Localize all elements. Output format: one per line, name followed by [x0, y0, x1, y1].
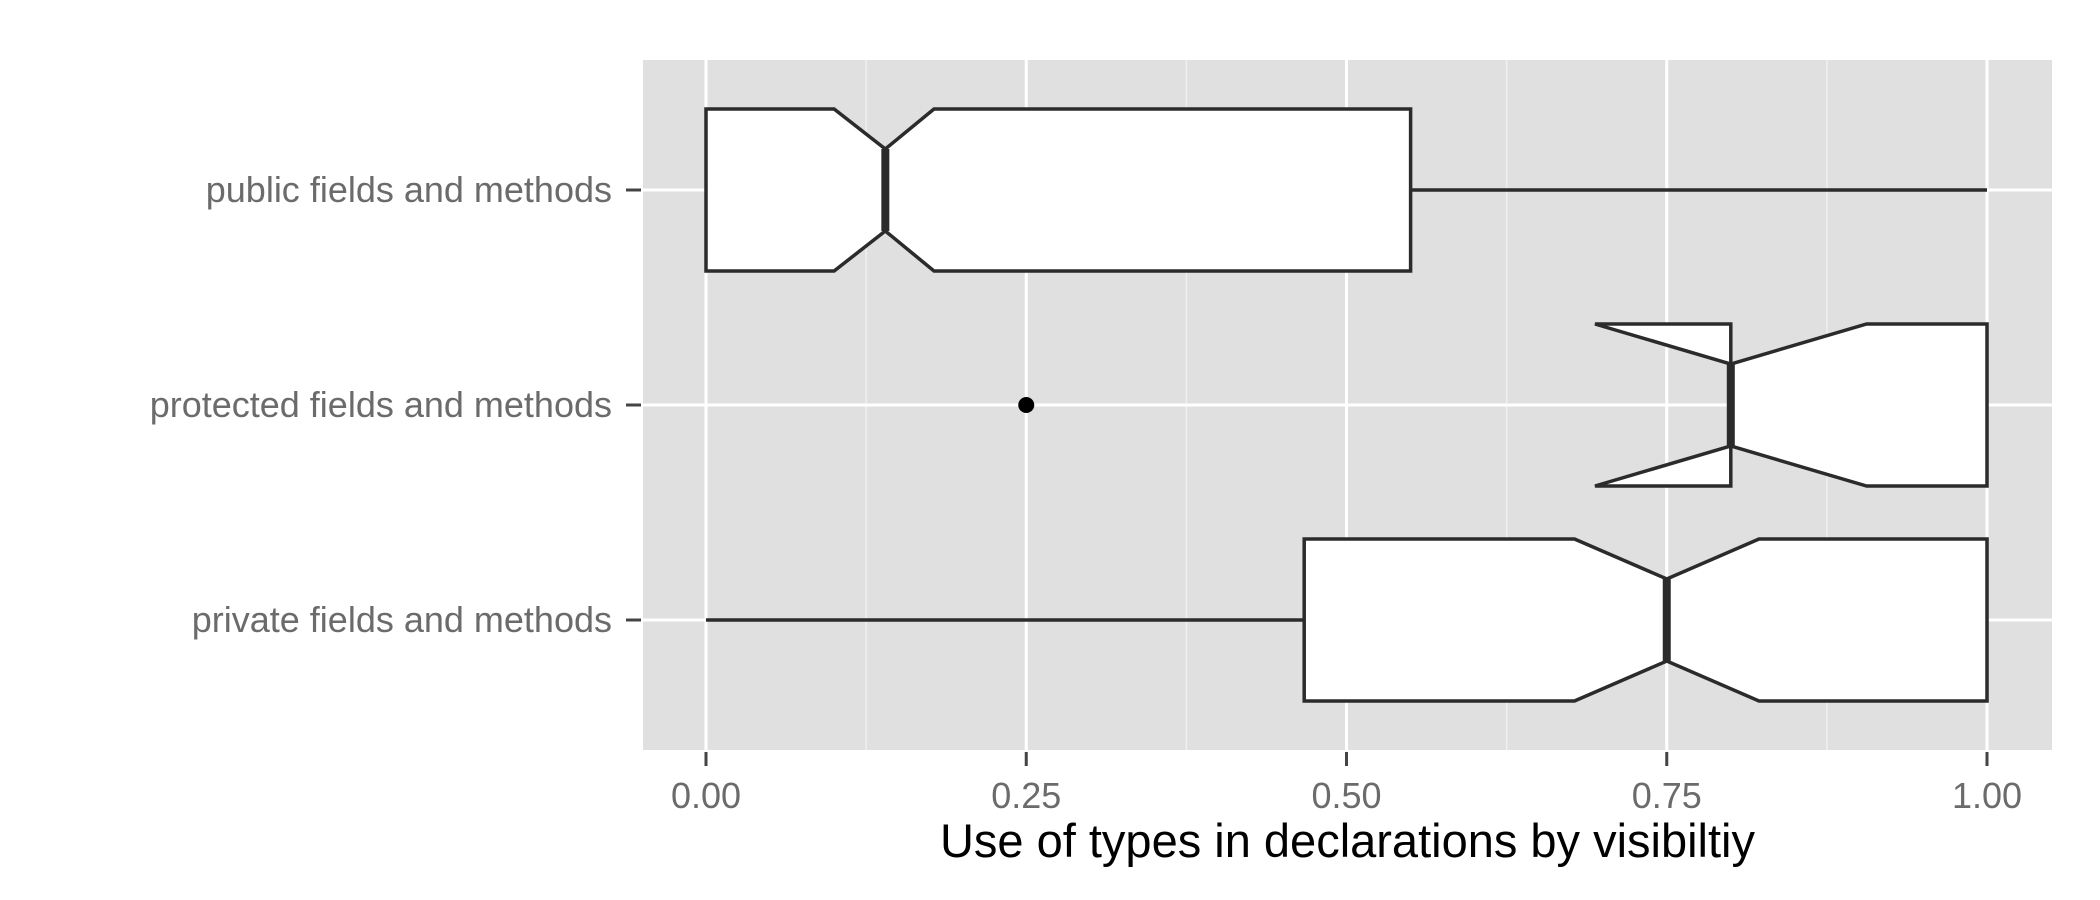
- x-tick-label: 0.50: [1311, 775, 1381, 816]
- notched-box: [704, 107, 1413, 273]
- y-tick-label: private fields and methods: [192, 599, 612, 640]
- x-axis-ticks: 0.00 0.25 0.50 0.75 1.00: [671, 752, 2022, 816]
- box-group: [1018, 322, 1989, 488]
- y-tick-label: protected fields and methods: [150, 384, 612, 425]
- x-tick-label: 0.00: [671, 775, 741, 816]
- notched-box: [1302, 537, 1989, 703]
- box-group: [704, 107, 1987, 273]
- y-tick-label: public fields and methods: [206, 169, 612, 210]
- y-axis-ticks: public fields and methods protected field…: [150, 169, 641, 640]
- x-tick-label: 0.25: [991, 775, 1061, 816]
- x-tick-label: 0.75: [1632, 775, 1702, 816]
- boxes: [704, 107, 1989, 703]
- notched-box: [1594, 322, 1989, 488]
- x-tick-label: 1.00: [1952, 775, 2022, 816]
- x-axis-title: Use of types in declarations by visibilt…: [940, 814, 1756, 867]
- outlier-point: [1018, 397, 1035, 413]
- box-group: [706, 537, 1989, 703]
